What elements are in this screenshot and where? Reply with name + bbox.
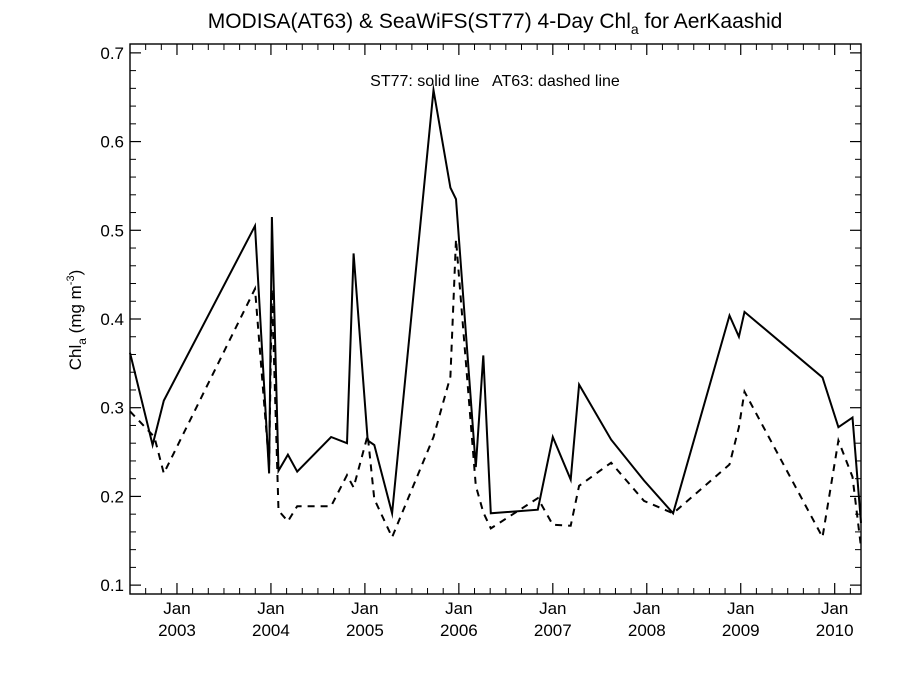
x-tick-label-month: Jan [539, 599, 566, 618]
line-style-annotation: ST77: solid line AT63: dashed line [370, 73, 620, 90]
x-tick-label-year: 2003 [158, 621, 196, 640]
chart-title-subscript: a [631, 21, 639, 37]
y-tick-label: 0.5 [100, 221, 124, 240]
y-axis-label-superscript: -3 [65, 275, 77, 285]
series-line-st77 [129, 82, 862, 524]
x-tick-label-month: Jan [821, 599, 848, 618]
chart-title-main: MODISA(AT63) & SeaWiFS(ST77) 4-Day Chl [208, 10, 631, 33]
x-tick-label-year: 2009 [722, 621, 760, 640]
y-axis-label-end: ) [66, 270, 85, 276]
plot-frame [129, 43, 862, 595]
y-tick-label: 0.4 [100, 310, 124, 329]
x-tick-label-year: 2007 [534, 621, 572, 640]
y-tick-label: 0.7 [100, 44, 124, 63]
series-line-at63 [129, 239, 862, 548]
y-axis-label-subscript: a [75, 338, 89, 345]
x-tick-label-year: 2006 [440, 621, 478, 640]
x-tick-label-year: 2008 [628, 621, 666, 640]
x-tick-label-year: 2005 [346, 621, 384, 640]
y-axis-label-mid: (mg m [66, 285, 85, 338]
x-tick-label-year: 2004 [252, 621, 290, 640]
x-tick-label-year: 2010 [816, 621, 854, 640]
y-tick-label: 0.3 [100, 399, 124, 418]
series-group [129, 82, 862, 548]
y-axis-label: Chla (mg m-3) [65, 270, 89, 371]
y-tick-label: 0.2 [100, 487, 124, 506]
y-tick-label: 0.6 [100, 133, 124, 152]
x-tick-label-month: Jan [633, 599, 660, 618]
y-tick-label: 0.1 [100, 576, 124, 595]
chart-title-tail: for AerKaashid [639, 10, 783, 33]
x-tick-label-month: Jan [351, 599, 378, 618]
axes: 0.1 0.2 0.3 0.4 0.5 0.6 0.7 Jan 2003 Jan 2004 Jan 20… [100, 44, 861, 640]
x-tick-label-month: Jan [163, 599, 190, 618]
x-tick-label-month: Jan [445, 599, 472, 618]
chart-title: MODISA(AT63) & SeaWiFS(ST77) 4-Day Chla … [208, 10, 783, 37]
y-axis-label-base: Chl [66, 345, 85, 371]
x-tick-label-month: Jan [727, 599, 754, 618]
x-tick-label-month: Jan [257, 599, 284, 618]
